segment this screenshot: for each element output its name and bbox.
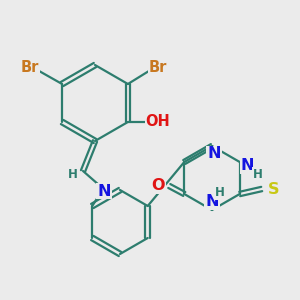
Text: OH: OH — [146, 115, 170, 130]
Text: N: N — [207, 146, 221, 161]
Text: O: O — [152, 178, 165, 194]
Text: H: H — [215, 187, 225, 200]
Text: Br: Br — [21, 59, 39, 74]
Text: S: S — [268, 182, 280, 196]
Text: N: N — [205, 194, 219, 209]
Text: N: N — [241, 158, 254, 173]
Text: Br: Br — [149, 59, 167, 74]
Text: H: H — [68, 167, 78, 181]
Text: N: N — [97, 184, 111, 199]
Text: H: H — [253, 167, 263, 181]
